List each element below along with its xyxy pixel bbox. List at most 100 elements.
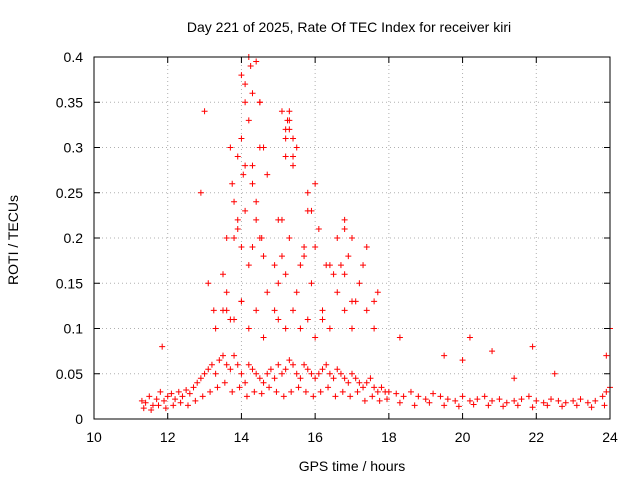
data-point [400,393,407,400]
y-tick-label: 0.05 [56,366,83,382]
data-point [164,393,171,400]
data-point [220,352,226,359]
data-point [426,399,433,406]
data-point [544,402,551,409]
data-point [430,390,437,397]
data-point [146,393,153,400]
data-point [286,117,293,124]
data-point [245,262,252,269]
data-point [396,334,403,341]
data-point [192,397,199,404]
data-point [282,126,289,133]
data-point [334,235,341,241]
x-tick-label: 22 [528,429,544,445]
data-point [304,366,311,373]
data-point [374,388,381,395]
data-point [481,393,488,400]
data-point [223,307,230,314]
data-point [315,370,322,377]
data-point [243,393,250,400]
data-point [194,379,201,386]
data-point [514,402,521,409]
data-point [286,357,293,364]
y-tick-label: 0.2 [64,230,84,246]
data-point [325,384,332,391]
data-point [459,393,466,400]
data-point [253,370,260,377]
data-point [199,393,206,400]
data-point [267,366,274,373]
data-point [345,379,352,386]
data-point [170,402,177,409]
data-point [256,99,263,106]
data-point [275,216,282,223]
data-point [275,316,282,323]
data-point [266,384,273,391]
data-point [288,388,295,395]
data-point [223,289,230,296]
data-point [603,352,610,359]
data-point [503,399,510,406]
data-point [466,334,473,341]
data-point [179,393,186,400]
data-point [341,271,348,278]
data-point [175,388,182,395]
data-point [555,397,562,404]
data-point [177,399,184,406]
y-tick-label: 0.4 [64,49,84,65]
data-point [172,396,179,403]
data-point [297,325,304,332]
data-point [197,375,204,382]
data-point [308,280,315,287]
data-point [190,384,197,391]
data-point [349,325,355,332]
data-point [242,379,249,386]
data-point [347,393,354,400]
axis-ticks [93,56,611,420]
data-point [271,375,278,382]
data-point [337,370,344,377]
data-point [301,361,308,368]
x-tick-label: 12 [160,429,176,445]
data-point [157,388,164,395]
data-point [234,225,241,232]
data-point [290,361,297,368]
y-tick-label: 0.3 [64,140,84,156]
data-point [570,397,577,404]
data-point [295,384,302,391]
x-tick-label: 20 [455,429,471,445]
data-point [308,370,315,377]
data-point [341,225,348,232]
data-point [278,253,285,260]
data-point [153,396,160,403]
data-point [452,397,459,404]
data-point [444,396,451,403]
data-point [208,361,215,368]
data-point [385,388,392,395]
data-point [275,361,282,368]
data-point [293,370,300,377]
data-point [282,135,289,142]
data-point [251,388,258,395]
data-point [312,334,319,341]
data-point [149,402,156,409]
data-point [231,198,238,205]
data-point [559,403,566,410]
data-point [242,81,249,88]
data-point [588,404,595,411]
data-point [562,399,569,406]
data-point [227,144,234,151]
data-point [161,397,168,404]
data-point [201,370,208,377]
data-point [286,108,293,115]
data-point [312,375,319,382]
data-point [290,153,297,160]
data-point [459,357,466,364]
x-tick-labels: 10 12 14 16 18 20 22 24 [86,429,618,445]
data-point [227,366,234,373]
data-point [592,397,599,404]
data-point [441,402,448,409]
data-point [356,280,363,287]
data-point [221,379,228,386]
data-point [363,244,370,251]
